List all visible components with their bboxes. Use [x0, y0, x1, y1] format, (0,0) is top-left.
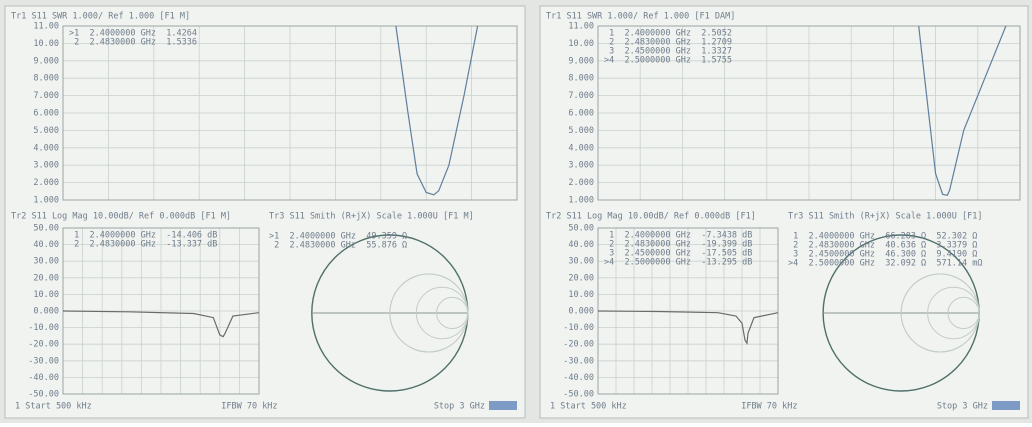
y-tick-label: 11.00 [33, 22, 59, 32]
y-tick-label: 30.00 [568, 257, 594, 267]
y-tick-label: -20.00 [563, 340, 594, 350]
trace-header: Tr2 S11 Log Mag 10.00dB/ Ref 0.000dB [F1… [11, 212, 231, 222]
y-tick-label: 40.00 [568, 240, 594, 250]
y-tick-label: 5.000 [568, 126, 594, 136]
y-tick-label: 20.00 [33, 273, 59, 283]
y-tick-label: 3.000 [33, 161, 59, 171]
trace-header: Tr2 S11 Log Mag 10.00dB/ Ref 0.000dB [F1… [546, 212, 756, 222]
y-tick-label: 2.000 [568, 178, 594, 188]
y-tick-label: 4.000 [33, 143, 59, 153]
footer-stop: Stop 3 GHz [434, 402, 485, 412]
trace-header: Tr3 S11 Smith (R+jX) Scale 1.000U [F1] [788, 212, 982, 222]
y-tick-label: 10.00 [568, 39, 594, 49]
y-tick-label: 7.000 [568, 91, 594, 101]
y-tick-label: -10.00 [563, 323, 594, 333]
marker-readout: 2 2.4830000 GHz 1.5336 [69, 38, 197, 48]
y-tick-label: 10.00 [33, 290, 59, 300]
y-tick-label: 4.000 [568, 143, 594, 153]
y-tick-label: 1.000 [568, 196, 594, 206]
y-tick-label: 9.000 [33, 56, 59, 66]
smith-readout: 2 2.4830000 GHz 55.876 Ω [269, 241, 407, 251]
y-tick-label: -30.00 [28, 356, 59, 366]
y-tick-label: 50.00 [33, 224, 59, 234]
y-tick-label: 8.000 [33, 74, 59, 84]
y-tick-label: 7.000 [33, 91, 59, 101]
y-tick-label: 8.000 [568, 74, 594, 84]
y-tick-label: 3.000 [568, 161, 594, 171]
trace-header: Tr3 S11 Smith (R+jX) Scale 1.000U [F1 M] [269, 212, 474, 222]
footer-ifbw: IFBW 70 kHz [741, 402, 797, 412]
footer-start: 1 Start 500 kHz [15, 402, 92, 412]
y-tick-label: 10.00 [33, 39, 59, 49]
footer-stop: Stop 3 GHz [937, 402, 988, 412]
y-tick-label: -40.00 [563, 373, 594, 383]
marker-readout: >4 2.5000000 GHz 1.5755 [604, 56, 732, 66]
y-tick-label: 40.00 [33, 240, 59, 250]
y-tick-label: 0.000 [568, 307, 594, 317]
y-tick-label: 9.000 [568, 56, 594, 66]
footer-start: 1 Start 500 kHz [550, 402, 627, 412]
y-tick-label: 30.00 [33, 257, 59, 267]
marker-readout: 2 2.4830000 GHz -13.337 dB [69, 240, 217, 250]
smith-readout: >4 2.5000000 GHz 32.092 Ω 571.14 mΩ [788, 259, 982, 269]
y-tick-label: 5.000 [33, 126, 59, 136]
y-tick-label: 0.000 [33, 307, 59, 317]
y-tick-label: -20.00 [28, 340, 59, 350]
y-tick-label: 50.00 [568, 224, 594, 234]
trace-header: Tr1 S11 SWR 1.000/ Ref 1.000 [F1 M] [11, 12, 190, 22]
footer-ifbw: IFBW 70 kHz [221, 402, 277, 412]
marker-readout: >4 2.5000000 GHz -13.295 dB [604, 258, 752, 268]
status-badge [992, 401, 1020, 410]
y-tick-label: 1.000 [33, 196, 59, 206]
y-tick-label: -50.00 [563, 390, 594, 400]
y-tick-label: 2.000 [33, 178, 59, 188]
y-tick-label: -10.00 [28, 323, 59, 333]
y-tick-label: 6.000 [568, 109, 594, 119]
trace-header: Tr1 S11 SWR 1.000/ Ref 1.000 [F1 DAM] [546, 12, 735, 22]
y-tick-label: 20.00 [568, 273, 594, 283]
y-tick-label: -40.00 [28, 373, 59, 383]
y-tick-label: 10.00 [568, 290, 594, 300]
y-tick-label: 6.000 [33, 109, 59, 119]
status-badge [489, 401, 517, 410]
y-tick-label: 11.00 [568, 22, 594, 32]
y-tick-label: -50.00 [28, 390, 59, 400]
y-tick-label: -30.00 [563, 356, 594, 366]
photo: Tr1 S11 SWR 1.000/ Ref 1.000 [F1 M]11.00… [0, 0, 1032, 423]
